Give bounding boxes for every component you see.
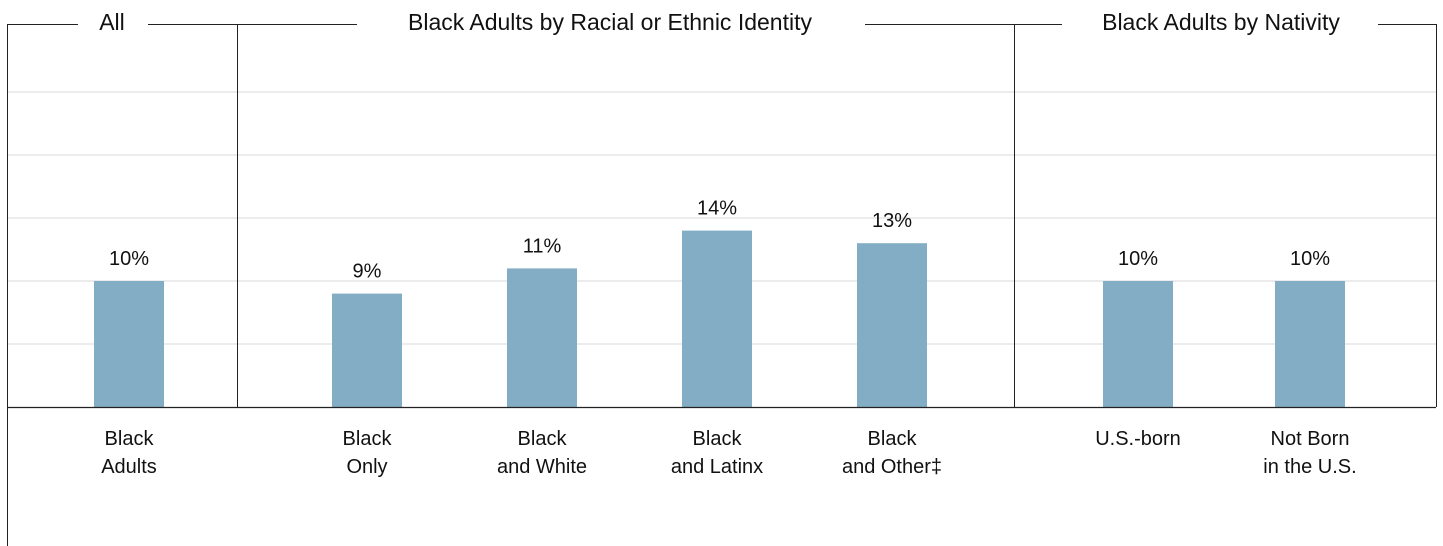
category-label: Black bbox=[518, 428, 568, 450]
category-label: Black bbox=[868, 428, 918, 450]
bar bbox=[857, 243, 927, 407]
category-label: and Other‡ bbox=[842, 456, 942, 478]
category-label: Black bbox=[343, 428, 393, 450]
data-label: 9% bbox=[353, 261, 382, 283]
category-label: Black bbox=[105, 428, 155, 450]
category-label: in the U.S. bbox=[1263, 456, 1356, 478]
category-label: Not Born bbox=[1271, 428, 1350, 450]
bar bbox=[332, 293, 402, 407]
bar bbox=[94, 281, 164, 407]
bar bbox=[1103, 281, 1173, 407]
category-label: Adults bbox=[101, 456, 157, 478]
data-label: 14% bbox=[697, 198, 737, 220]
bar bbox=[507, 268, 577, 407]
category-label: Black bbox=[693, 428, 743, 450]
data-label: 10% bbox=[1118, 248, 1158, 270]
data-label: 10% bbox=[1290, 248, 1330, 270]
category-label: and Latinx bbox=[671, 456, 763, 478]
data-label: 13% bbox=[872, 210, 912, 232]
group-title: Black Adults by Racial or Ethnic Identit… bbox=[408, 9, 812, 35]
group-title: Black Adults by Nativity bbox=[1102, 9, 1340, 35]
data-label: 11% bbox=[523, 235, 562, 257]
bar bbox=[682, 230, 752, 407]
category-label: Only bbox=[346, 456, 387, 478]
bar bbox=[1275, 281, 1345, 407]
data-label: 10% bbox=[109, 248, 149, 270]
category-label: and White bbox=[497, 456, 587, 478]
category-label: U.S.-born bbox=[1095, 428, 1181, 450]
group-title: All bbox=[99, 9, 125, 35]
